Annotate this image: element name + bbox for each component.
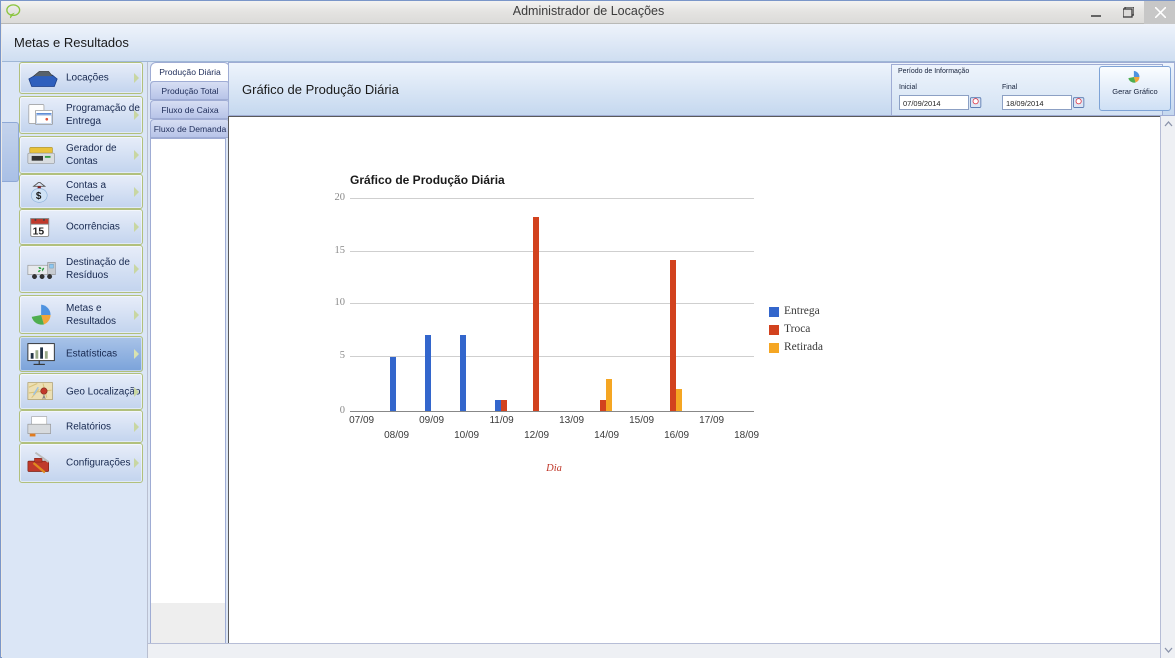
svg-text:$: $ (36, 191, 42, 202)
svg-text:15: 15 (33, 227, 45, 238)
